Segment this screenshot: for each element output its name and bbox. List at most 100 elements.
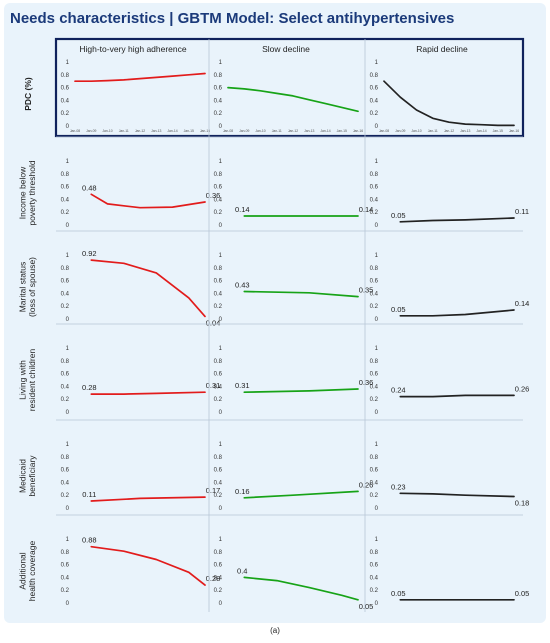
y-tick-label: 0.4 <box>370 197 379 203</box>
y-tick-label: 0.8 <box>214 455 223 461</box>
y-tick-label: 0 <box>66 223 70 229</box>
y-tick-label: 0.2 <box>214 304 223 310</box>
row-label-line: Additional <box>17 552 27 589</box>
data-label: 0.14 <box>515 299 530 308</box>
row-label-line: PDC (%) <box>23 77 33 111</box>
y-tick-label: 0.2 <box>214 111 223 117</box>
y-tick-label: 0.8 <box>214 172 223 178</box>
x-tick-label: Jan-12 <box>135 129 145 133</box>
row-label-line: Income below <box>17 166 27 219</box>
y-tick-label: 0.2 <box>214 397 223 403</box>
y-tick-label: 0.8 <box>370 455 379 461</box>
y-tick-label: 1 <box>219 346 223 352</box>
series-line-high_adherence <box>90 545 206 586</box>
data-label: 0.14 <box>235 205 250 214</box>
x-tick-label: Jan-11 <box>119 129 129 133</box>
y-tick-label: 1 <box>219 442 223 448</box>
series-line-slow_decline <box>243 576 359 601</box>
x-tick-label: Jan-10 <box>411 129 421 133</box>
y-tick-label: 0 <box>375 506 379 512</box>
data-label: 0.18 <box>515 498 530 507</box>
x-tick-label: Jan-08 <box>70 129 80 133</box>
row-label: Living withresident children <box>17 349 36 412</box>
series-line-high_adherence <box>90 496 206 502</box>
y-tick-label: 0.8 <box>61 455 70 461</box>
y-tick-label: 1 <box>219 60 223 66</box>
y-tick-label: 0 <box>66 124 70 130</box>
data-label: 0.88 <box>82 536 97 545</box>
x-tick-label: Jan-16 <box>200 129 210 133</box>
y-tick-label: 0.4 <box>214 197 223 203</box>
y-tick-label: 0.4 <box>370 98 379 104</box>
y-tick-label: 0.2 <box>370 304 379 310</box>
data-label: 0.35 <box>359 286 374 295</box>
y-tick-label: 0.2 <box>370 397 379 403</box>
y-tick-label: 0 <box>66 506 70 512</box>
data-label: 0.11 <box>82 490 96 499</box>
data-label: 0.36 <box>206 191 221 200</box>
data-label: 0.26 <box>359 480 374 489</box>
row-label-line: Marital status <box>17 262 27 313</box>
data-label: 0.43 <box>235 280 250 289</box>
y-tick-label: 1 <box>66 60 70 66</box>
y-tick-label: 0 <box>375 124 379 130</box>
y-tick-label: 0.6 <box>214 563 223 569</box>
y-tick-label: 0 <box>66 601 70 607</box>
y-tick-label: 0.8 <box>61 550 70 556</box>
y-tick-label: 1 <box>66 253 70 259</box>
row-label-line: Medicaid <box>17 459 27 493</box>
figure-caption: (a) <box>270 626 280 635</box>
y-tick-label: 0.8 <box>214 73 223 79</box>
series-line-rapid_decline <box>383 80 515 127</box>
column-title: High-to-very high adherence <box>79 44 187 54</box>
x-tick-label: Jan-14 <box>167 129 177 133</box>
y-tick-label: 0 <box>375 317 379 323</box>
y-tick-label: 1 <box>375 537 379 543</box>
y-tick-label: 0.6 <box>214 279 223 285</box>
figure-panel <box>4 3 546 623</box>
y-tick-label: 0.6 <box>61 563 70 569</box>
data-label: 0.36 <box>359 378 374 387</box>
x-tick-label: Jan-09 <box>86 129 96 133</box>
y-tick-label: 0.4 <box>61 291 70 297</box>
series-line-rapid_decline <box>399 394 515 398</box>
y-tick-label: 0.4 <box>370 384 379 390</box>
y-tick-label: 0 <box>66 410 70 416</box>
y-tick-label: 0.4 <box>370 575 379 581</box>
x-tick-label: Jan-13 <box>460 129 470 133</box>
data-label: 0.05 <box>391 589 406 598</box>
x-tick-label: Jan-13 <box>304 129 314 133</box>
y-tick-label: 0.6 <box>61 372 70 378</box>
y-tick-label: 0.8 <box>370 73 379 79</box>
y-tick-label: 0.6 <box>214 372 223 378</box>
y-tick-label: 0.8 <box>370 172 379 178</box>
row-label: Medicaidbeneficiary <box>17 455 36 497</box>
series-line-rapid_decline <box>399 309 515 317</box>
series-line-rapid_decline <box>399 492 515 498</box>
pdc-row-highlight <box>54 37 525 138</box>
row-label: Income belowpoverty threshold <box>17 160 36 225</box>
series-line-slow_decline <box>227 86 359 113</box>
series-line-high_adherence <box>90 391 206 395</box>
x-tick-label: Jan-13 <box>151 129 161 133</box>
y-tick-label: 0.6 <box>370 372 379 378</box>
y-tick-label: 0.4 <box>214 575 223 581</box>
y-tick-label: 0.6 <box>61 185 70 191</box>
data-label: 0.24 <box>391 386 406 395</box>
y-tick-label: 0.6 <box>61 468 70 474</box>
y-tick-label: 0.2 <box>214 588 223 594</box>
row-label: Marital status(loss of spouse) <box>17 257 36 317</box>
x-tick-label: Jan-09 <box>395 129 405 133</box>
y-tick-label: 0.8 <box>214 550 223 556</box>
y-tick-label: 0.6 <box>214 468 223 474</box>
y-tick-label: 0.8 <box>370 359 379 365</box>
y-tick-label: 0.2 <box>370 493 379 499</box>
x-tick-label: Jan-08 <box>379 129 389 133</box>
data-label: 0.26 <box>515 384 530 393</box>
y-tick-label: 0.4 <box>370 291 379 297</box>
y-tick-label: 0 <box>375 223 379 229</box>
data-label: 0.28 <box>82 383 97 392</box>
y-tick-label: 0.4 <box>61 197 70 203</box>
row-label-line: health coverage <box>27 540 37 601</box>
row-label-line: poverty threshold <box>27 160 37 225</box>
